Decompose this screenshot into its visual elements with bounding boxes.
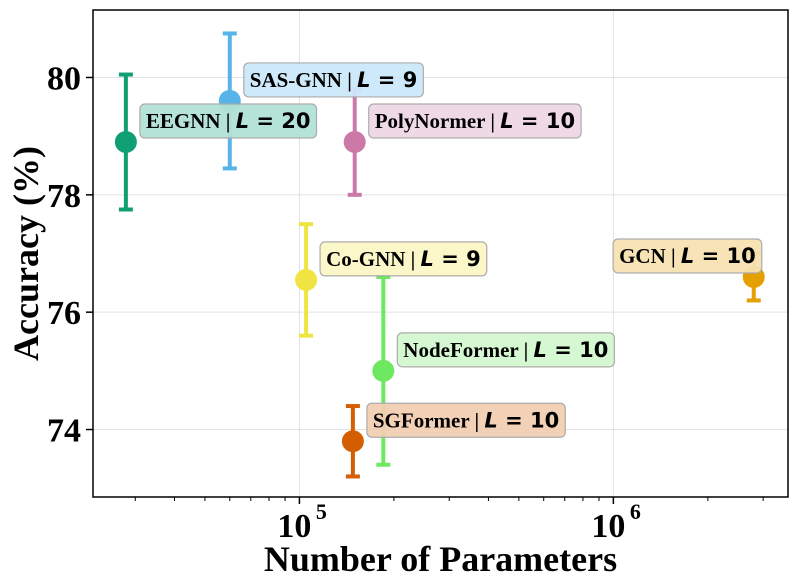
data-point-sgformer [341, 404, 364, 479]
label-name: SAS-GNN | [250, 68, 357, 92]
marker [341, 430, 364, 453]
label-layer-value: = 9 [370, 68, 417, 92]
marker [295, 268, 318, 291]
data-point-sas-gnn [218, 31, 241, 171]
label-text: Co-GNN | L = 9 [326, 247, 481, 271]
label-text: SGFormer | L = 10 [373, 408, 559, 432]
point-label-sas-gnn: SAS-GNN | L = 9 [243, 62, 424, 98]
point-label-nodeformer: NodeFormer | L = 10 [396, 332, 615, 368]
data-point-polynormer [343, 87, 366, 197]
label-layer-symbol: L [421, 247, 434, 271]
major-ticks [86, 76, 615, 504]
label-name: Co-GNN | [326, 247, 420, 271]
y-tick-label: 80 [47, 60, 81, 97]
label-text: SAS-GNN | L = 9 [250, 68, 418, 92]
point-label-eegnn: EEGNN | L = 20 [139, 103, 318, 139]
point-label-gcn: GCN | L = 10 [612, 238, 763, 274]
label-text: PolyNormer | L = 10 [375, 109, 575, 133]
marker [372, 359, 395, 382]
y-tick-label: 78 [47, 178, 81, 215]
label-layer-symbol: L [236, 109, 249, 133]
label-layer-value: = 20 [249, 109, 310, 133]
label-layer-symbol: L [357, 68, 370, 92]
y-axis-title: Accuracy (%) [6, 146, 46, 361]
x-tick-label: 10 [591, 508, 625, 545]
label-box [396, 332, 615, 368]
point-labels: EEGNN | L = 20 SAS-GNN | L = 9 PolyNormer … [139, 62, 763, 438]
data-point-co-gnn [295, 222, 318, 338]
label-name: EEGNN | [146, 109, 236, 133]
label-box [139, 103, 318, 139]
point-label-sgformer: SGFormer | L = 10 [366, 402, 566, 438]
y-tick-label: 74 [47, 413, 81, 450]
label-layer-symbol: L [534, 338, 547, 362]
data-point-eegnn [114, 72, 137, 212]
label-name: PolyNormer | [375, 109, 501, 133]
x-tick-label: 10 [277, 508, 311, 545]
point-label-co-gnn: Co-GNN | L = 9 [319, 241, 488, 277]
x-tick-label-exponent: 5 [316, 499, 327, 524]
label-name: NodeFormer | [403, 338, 533, 362]
label-layer-value: = 9 [434, 247, 481, 271]
x-tick-label-exponent: 6 [630, 499, 641, 524]
label-name: SGFormer | [373, 408, 485, 432]
marker [343, 131, 366, 154]
plot-frame [92, 9, 789, 498]
label-layer-symbol: L [681, 244, 694, 268]
label-box [368, 103, 582, 139]
label-box [612, 238, 763, 274]
label-box [319, 241, 488, 277]
x-axis-title: Number of Parameters [264, 539, 617, 579]
label-box [243, 62, 424, 98]
label-layer-value: = 10 [547, 338, 608, 362]
point-label-polynormer: PolyNormer | L = 10 [368, 103, 582, 139]
label-layer-value: = 10 [694, 244, 755, 268]
label-layer-symbol: L [500, 109, 513, 133]
label-box [366, 402, 566, 438]
label-text: NodeFormer | L = 10 [403, 338, 608, 362]
label-name: GCN | [619, 244, 681, 268]
label-layer-value: = 10 [498, 408, 559, 432]
label-text: EEGNN | L = 20 [146, 109, 311, 133]
label-layer-value: = 10 [514, 109, 575, 133]
label-text: GCN | L = 10 [619, 244, 756, 268]
marker [114, 131, 137, 154]
label-layer-symbol: L [484, 408, 497, 432]
y-tick-label: 76 [47, 295, 81, 332]
